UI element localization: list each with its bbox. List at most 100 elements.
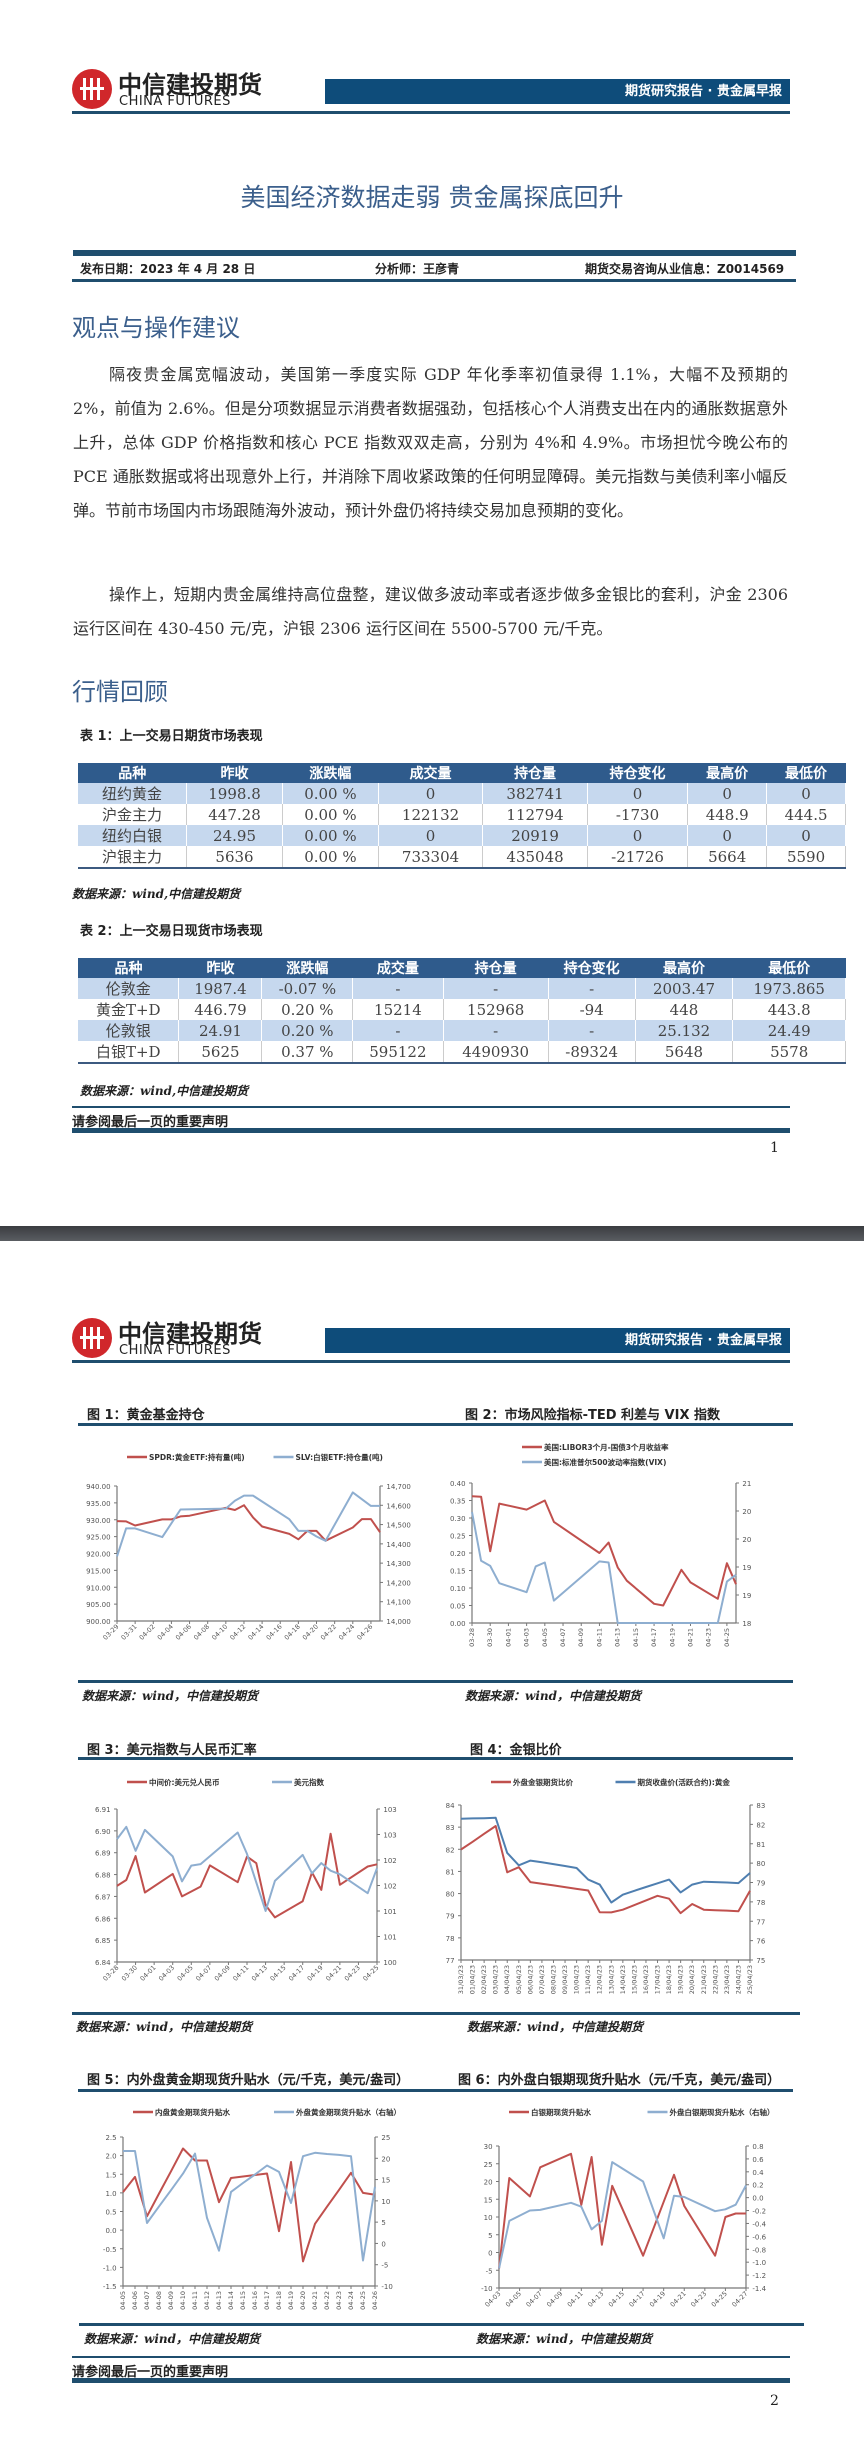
table-cell: 5578 bbox=[732, 1041, 846, 1063]
legend-label: 外盘黄金期现货升贴水（右轴） bbox=[296, 2107, 401, 2117]
x-tick-label: 03/04/23 bbox=[492, 1965, 500, 1994]
table-cell: 733304 bbox=[378, 846, 484, 868]
x-tick-label: 03-30 bbox=[486, 1628, 494, 1647]
legend-label: SLV:白银ETF:持仓量(吨) bbox=[296, 1452, 383, 1462]
table-cell: 15214 bbox=[352, 999, 444, 1020]
chart4-title-rule bbox=[440, 1757, 793, 1760]
y-tick-label: 103 bbox=[383, 1832, 396, 1840]
x-tick-label: 04-15 bbox=[607, 2290, 626, 2309]
y-tick-label: 6.85 bbox=[95, 1937, 111, 1945]
x-tick-label: 04-06 bbox=[131, 2291, 139, 2310]
y-tick-label: 0.0 bbox=[752, 2195, 763, 2203]
table-cell: 0 bbox=[687, 825, 768, 846]
x-tick-label: 04-05 bbox=[176, 1964, 195, 1983]
x-tick-label: 08/04/23 bbox=[549, 1965, 557, 1994]
y-tick-label: 78 bbox=[446, 1935, 455, 1943]
y-tick-label: 920.00 bbox=[86, 1551, 111, 1559]
x-tick-label: 04-22 bbox=[323, 2291, 331, 2310]
futures-table: 品种 昨收 涨跌幅 成交量 持仓量 持仓变化 最高价 最低价 纽约黄金 1998.8 0.00 %… bbox=[78, 763, 846, 869]
y-tick-label: 81 bbox=[756, 1841, 765, 1849]
y-tick-label: 6.91 bbox=[95, 1806, 111, 1814]
table-cell: 448.9 bbox=[687, 804, 768, 825]
table-row: 伦敦银 24.91 0.20 % - - -25.132 24.49 bbox=[78, 1020, 846, 1041]
y-tick-label: 1.5 bbox=[105, 2171, 116, 2179]
x-tick-label: 04-11 bbox=[191, 2291, 199, 2310]
chart-gold-etf-holdings: 900.00 905.00 910.00 915.00 920.00 925.00 930.… bbox=[86, 1452, 411, 1642]
x-tick-label: 04-20 bbox=[299, 2291, 307, 2310]
logo-emblem-icon bbox=[72, 1318, 112, 1358]
y-tick-label: 0.5 bbox=[105, 2209, 116, 2217]
chart5-title: 图 5：内外盘黄金期现货升贴水（元/千克，美元/盎司） bbox=[87, 2073, 410, 2088]
table-cell: 2003.47 bbox=[635, 978, 734, 999]
chart2-source: 数据来源：wind，中信建投期货 bbox=[465, 1689, 642, 1703]
table-cell: 444.5 bbox=[766, 804, 846, 825]
footer-top-rule bbox=[72, 2356, 790, 2358]
y-tick-label: 14,700 bbox=[386, 1483, 411, 1491]
table-cell: 黄金T+D bbox=[78, 999, 180, 1020]
series-line-2 bbox=[460, 1816, 751, 1904]
y-tick-label: 19 bbox=[742, 1592, 751, 1600]
y-tick-label: 905.00 bbox=[86, 1601, 111, 1609]
series-line-2 bbox=[116, 1491, 380, 1557]
y-tick-label: 83 bbox=[756, 1802, 765, 1810]
table-cell: 沪金主力 bbox=[78, 804, 188, 825]
y-tick-label: 103 bbox=[383, 1806, 396, 1814]
table1-caption: 表 1：上一交易日期货市场表现 bbox=[80, 729, 263, 744]
table-cell: 0 bbox=[378, 783, 484, 804]
footer-top-rule bbox=[72, 1106, 790, 1108]
header-divider bbox=[72, 111, 790, 114]
series-line-1 bbox=[116, 1832, 378, 1919]
y-tick-label: 14,200 bbox=[386, 1579, 411, 1587]
x-tick-label: 04-14 bbox=[227, 2291, 235, 2310]
table-cell: 伦敦金 bbox=[78, 978, 180, 999]
table-cell: 4490930 bbox=[443, 1041, 549, 1063]
x-tick-label: 07/04/23 bbox=[538, 1965, 546, 1994]
y-tick-label: 83 bbox=[446, 1824, 455, 1832]
y-tick-label: 15 bbox=[484, 2196, 493, 2204]
x-tick-label: 04-24 bbox=[347, 2291, 355, 2310]
series-line-2 bbox=[116, 1825, 378, 1912]
chart-gold-basis: -1.5 -1.0 -0.5 0.0 0.5 1.0 1.5 2.0 2.5 -10 -5 0 5 10 1… bbox=[103, 2107, 401, 2310]
x-tick-label: 04-10 bbox=[179, 2291, 187, 2310]
x-tick-label: 04-03 bbox=[523, 1628, 531, 1647]
chart5-title-rule bbox=[78, 2089, 440, 2092]
y-tick-label: 910.00 bbox=[86, 1584, 111, 1592]
y-tick-label: 6.87 bbox=[95, 1893, 111, 1901]
column-header: 昨收 bbox=[178, 958, 262, 978]
column-header: 成交量 bbox=[378, 763, 483, 783]
table-cell: 447.28 bbox=[186, 804, 283, 825]
legend-label: 外盘白银期现货升贴水（右轴） bbox=[670, 2107, 775, 2117]
table-cell: 沪银主力 bbox=[78, 846, 188, 868]
table-cell: 0.00 % bbox=[282, 825, 379, 846]
x-tick-label: 04-05 bbox=[119, 2291, 127, 2310]
report-type-banner: 期货研究报告 · 贵金属早报 bbox=[325, 1328, 790, 1353]
y-tick-label: 25 bbox=[484, 2161, 493, 2169]
table-cell: 5648 bbox=[635, 1041, 734, 1063]
x-tick-label: 04-12 bbox=[203, 2291, 211, 2310]
table-cell: 1998.8 bbox=[186, 783, 283, 804]
meta-bottom-rule bbox=[72, 279, 796, 282]
column-header: 涨跌幅 bbox=[282, 763, 379, 783]
chart6-title: 图 6：内外盘白银期现货升贴水（元/千克，美元/盎司） bbox=[458, 2073, 781, 2088]
y-tick-label: -0.4 bbox=[752, 2220, 766, 2228]
y-tick-label: 14,000 bbox=[386, 1618, 411, 1626]
table-cell: 448 bbox=[635, 999, 734, 1020]
logo-name-cn: 中信建投期货 bbox=[118, 1319, 262, 1348]
x-tick-label: 03-31 bbox=[120, 1623, 139, 1642]
chart-row2-rule bbox=[72, 2012, 800, 2015]
x-tick-label: 04-05 bbox=[504, 2290, 523, 2309]
logo-emblem-icon bbox=[72, 69, 112, 109]
x-tick-label: 04-17 bbox=[263, 2291, 271, 2310]
y-tick-label: 101 bbox=[383, 1908, 396, 1916]
footer-bottom-rule bbox=[72, 2378, 790, 2383]
y-tick-label: 0.10 bbox=[450, 1585, 466, 1593]
column-header: 持仓量 bbox=[443, 958, 549, 978]
y-tick-label: 930.00 bbox=[86, 1517, 111, 1525]
y-tick-label: 101 bbox=[383, 1934, 396, 1942]
x-tick-label: 09/04/23 bbox=[561, 1965, 569, 1994]
page-separator bbox=[0, 1226, 864, 1241]
table-cell: 0 bbox=[766, 783, 846, 804]
table-cell: - bbox=[443, 1020, 549, 1041]
x-tick-label: 18/04/23 bbox=[665, 1965, 673, 1994]
legend-label: 美国:LIBOR3个月-国债3个月收益率 bbox=[544, 1442, 669, 1452]
